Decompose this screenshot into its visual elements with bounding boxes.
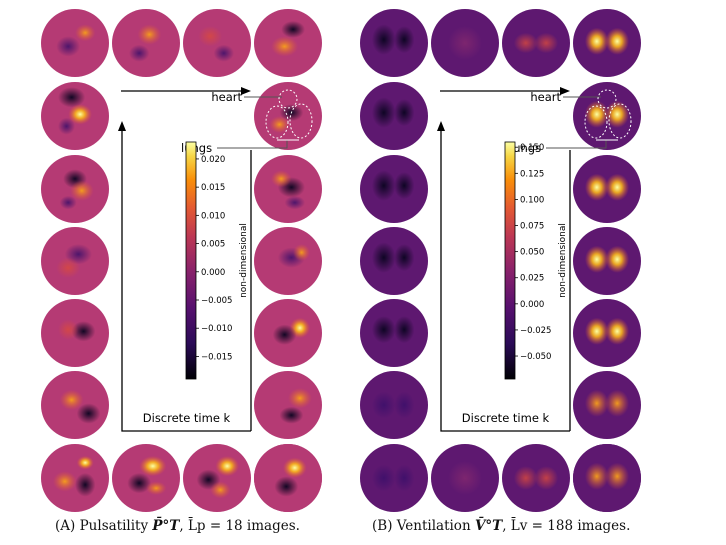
heart-outline-b — [597, 89, 617, 109]
colorbar-label-b: non-dimensional — [558, 223, 568, 298]
image-b-r5-c3 — [573, 371, 641, 439]
caption-b-text: Ventilation — [396, 518, 471, 534]
image-a-r3-c0 — [41, 227, 109, 295]
lung-left-outline-a — [265, 105, 289, 139]
caption-b-rest: , L̄v = 188 images. — [502, 518, 631, 534]
image-b-r1-c3 — [573, 82, 641, 150]
image-a-r2-c3 — [254, 155, 322, 223]
colorbar-tick-label-a-3: 0.005 — [201, 240, 225, 250]
image-a-r6-c1 — [112, 444, 180, 512]
heart-outline-a — [278, 89, 298, 109]
image-a-r0-c3 — [254, 9, 322, 77]
image-b-r1-c0 — [360, 82, 428, 150]
colorbar-tick-label-b-3: 0.075 — [520, 222, 544, 232]
caption-a: (A) Pulsatility P̄°T, L̄p = 18 images. — [55, 518, 300, 534]
image-b-r3-c3 — [573, 227, 641, 295]
image-a-r4-c3 — [254, 299, 322, 367]
colorbar-tick-label-b-4: 0.050 — [520, 248, 544, 258]
colorbar-tick-label-b-1: 0.125 — [520, 169, 544, 179]
image-b-r6-c1 — [431, 444, 499, 512]
image-b-r3-c0 — [360, 227, 428, 295]
image-a-r6-c2 — [183, 444, 251, 512]
image-b-r0-c2 — [502, 9, 570, 77]
image-b-r0-c3 — [573, 9, 641, 77]
colorbar-tick-label-b-7: −0.025 — [520, 326, 551, 336]
image-a-r5-c0 — [41, 371, 109, 439]
colorbar-tick-label-a-5: −0.005 — [201, 296, 232, 306]
colorbar-b — [504, 141, 516, 380]
image-b-r2-c3 — [573, 155, 641, 223]
time-arrow-a — [121, 124, 251, 432]
image-b-r4-c3 — [573, 299, 641, 367]
image-a-r6-c3b — [254, 443, 322, 512]
image-b-r0-c1 — [431, 9, 499, 77]
caption-b-label: (B) — [372, 518, 393, 534]
lungs-label-b: lungs — [510, 141, 541, 155]
colorbar-tick-label-a-0: 0.020 — [201, 155, 225, 165]
image-b-r6-c2 — [502, 444, 570, 512]
image-b-r2-c0 — [360, 155, 428, 223]
time-arrow-head-right-a — [241, 87, 251, 95]
colorbar-tick-label-a-1: 0.015 — [201, 183, 225, 193]
caption-b: (B) Ventilation V̄°T, L̄v = 188 images. — [372, 518, 630, 534]
image-b-r4-c0 — [360, 299, 428, 367]
caption-a-label: (A) — [55, 518, 76, 534]
caption-b-symbol: V̄°T — [474, 518, 503, 534]
axis-label-b: Discrete time k — [462, 411, 550, 425]
image-b-r0-c0 — [360, 9, 428, 77]
time-arrow-head-up-b — [437, 121, 445, 131]
caption-a-text: Pulsatility — [79, 518, 149, 534]
colorbar-tick-label-b-0: 0.150 — [520, 143, 544, 153]
image-a-r1-c0 — [41, 82, 109, 150]
image-a-r0-c2 — [183, 9, 251, 77]
lungs-pointer-b — [546, 140, 607, 149]
colorbar-tick-label-a-4: 0.000 — [201, 268, 225, 278]
lung-left-outline-b — [584, 105, 608, 139]
image-b-r5-c0 — [360, 371, 428, 439]
lungs-pointer-a — [217, 140, 288, 149]
colorbar-tick-label-b-5: 0.025 — [520, 274, 544, 284]
heart-label-a: heart — [211, 90, 242, 104]
colorbar-label-a: non-dimensional — [239, 223, 249, 298]
caption-a-rest: , L̄p = 18 images. — [179, 518, 300, 534]
colorbar-tick-label-a-7: −0.015 — [201, 352, 232, 362]
image-a-r2-c0 — [41, 155, 109, 223]
time-arrow-head-right-b — [560, 87, 570, 95]
heart-label-b: heart — [530, 90, 561, 104]
image-a-r0-c0 — [41, 9, 109, 77]
image-b-r6-c0 — [360, 444, 428, 512]
image-a-r4-c0 — [41, 299, 109, 367]
image-a-r0-c1 — [112, 9, 180, 77]
lung-right-outline-a — [289, 103, 313, 139]
image-a-r3-c3 — [254, 227, 322, 295]
caption-a-symbol: P̄°T — [152, 518, 180, 534]
image-b-r6-c3b — [573, 443, 641, 512]
lung-right-outline-b — [608, 103, 632, 139]
colorbar-tick-label-a-2: 0.010 — [201, 211, 225, 221]
colorbar-tick-label-a-6: −0.010 — [201, 324, 232, 334]
image-a-r5-c3 — [254, 371, 322, 439]
colorbar-tick-label-b-2: 0.100 — [520, 195, 544, 205]
colorbar-a — [185, 141, 197, 380]
axis-label-a: Discrete time k — [143, 411, 231, 425]
time-arrow-b — [440, 124, 570, 432]
image-a-r6-c0 — [41, 444, 109, 512]
colorbar-tick-label-b-8: −0.050 — [520, 352, 551, 362]
colorbar-tick-label-b-6: 0.000 — [520, 300, 544, 310]
time-arrow-head-up-a — [118, 121, 126, 131]
